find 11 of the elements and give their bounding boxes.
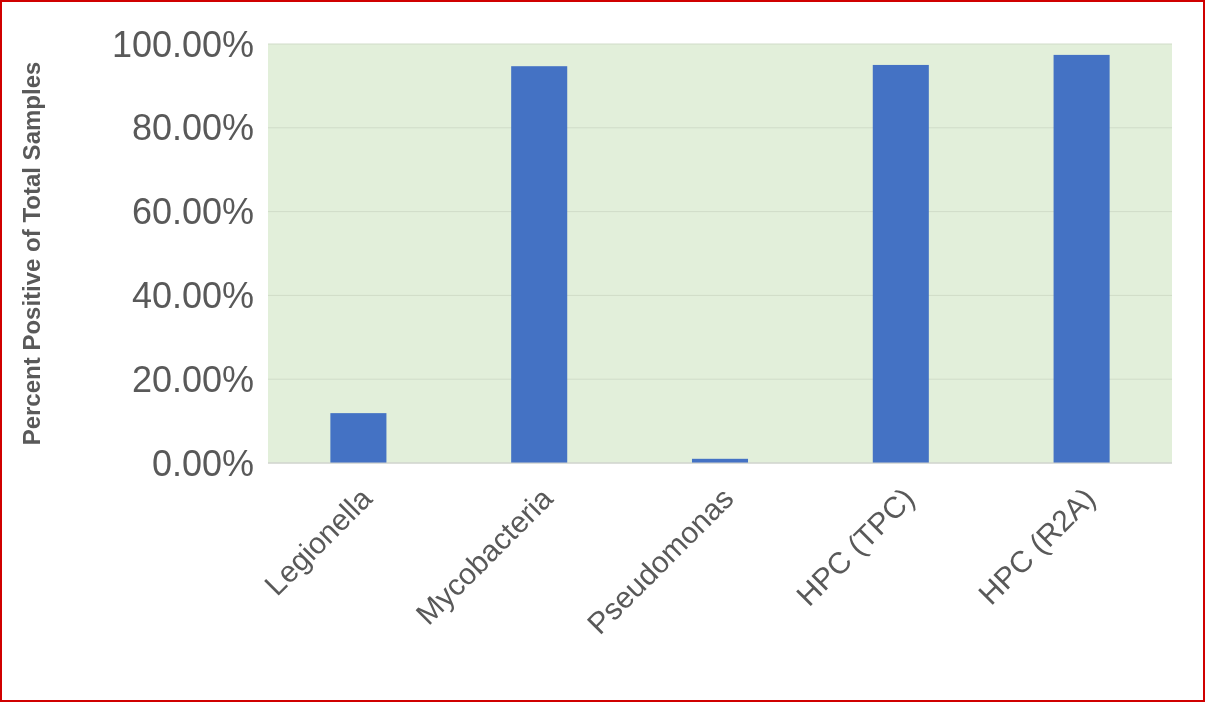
bar [872, 64, 929, 463]
y-tick-label: 20.00% [131, 358, 254, 400]
y-axis-title: Percent Positive of Total Samples [18, 61, 45, 446]
y-tick-label: 0.00% [151, 442, 254, 484]
y-tick-label: 60.00% [131, 191, 254, 233]
bar [1053, 54, 1110, 463]
y-tick-label: 40.00% [131, 275, 254, 316]
bar [330, 413, 387, 463]
y-tick-label: 80.00% [131, 107, 254, 149]
bar [511, 66, 568, 463]
y-tick-label: 100.00% [111, 23, 254, 65]
